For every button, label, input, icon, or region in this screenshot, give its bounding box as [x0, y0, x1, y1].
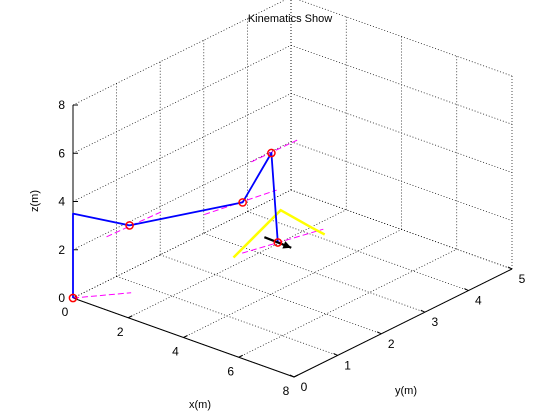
y-tick-mark-2 — [376, 331, 382, 335]
y-tick-mark-1 — [333, 352, 338, 356]
x-axis-label: x(m) — [189, 399, 211, 411]
grid-line-back-z — [290, 189, 513, 270]
joint-marker-4 — [273, 238, 283, 247]
y-tick-label-5: 5 — [519, 272, 526, 286]
grid-line-back-z — [290, 44, 513, 125]
y-tick-label-0: 0 — [301, 380, 308, 394]
grid-line-floor-y — [160, 254, 382, 335]
joint-marker-3 — [267, 148, 276, 158]
y-tick-mark-0 — [289, 374, 295, 378]
x-tick-mark-3 — [238, 354, 243, 358]
grid-line-back-z — [298, 0, 513, 77]
y-tick-label-4: 4 — [475, 294, 482, 308]
end-effector-arrow-head — [282, 241, 292, 249]
grid-line-floor-x — [128, 209, 347, 319]
y-tick-mark-4 — [464, 288, 469, 292]
y-tick-label-3: 3 — [431, 315, 438, 329]
z-tick-label-4: 8 — [58, 98, 65, 112]
y-axis-line — [293, 268, 513, 378]
axes — [72, 105, 513, 378]
gripper-outline — [232, 208, 326, 259]
grid-line-back-z — [290, 93, 513, 173]
x-tick-mark-1 — [128, 315, 133, 319]
z-axis-label: z(m) — [29, 190, 41, 212]
joint-marker-0 — [68, 293, 78, 303]
z-tick-label-3: 6 — [58, 146, 65, 160]
y-tick-label-2: 2 — [388, 337, 395, 351]
grid-line-floor-y — [116, 276, 338, 356]
grid-line-floor-y — [247, 211, 469, 291]
x-tick-label-3: 6 — [227, 364, 234, 378]
joint-marker-2 — [238, 198, 247, 207]
y-tick-label-1: 1 — [344, 358, 351, 372]
x-tick-label-2: 4 — [172, 345, 179, 359]
grid-line-floor-x — [183, 229, 402, 338]
joint-axis-4 — [242, 228, 324, 254]
chart-title: Kinematics Show — [248, 13, 332, 25]
z-tick-label-1: 2 — [58, 243, 65, 257]
y-tick-mark-5 — [507, 266, 513, 270]
x-tick-label-0: 0 — [62, 305, 69, 319]
grid-line-side-z — [72, 93, 292, 202]
chart-marks — [68, 139, 326, 303]
y-tick-mark-3 — [420, 309, 426, 313]
grid-line-side-z — [72, 189, 292, 299]
joint-marker-1 — [125, 221, 134, 230]
x-tick-label-4: 8 — [283, 384, 290, 398]
x-tick-mark-2 — [183, 335, 188, 338]
z-tick-label-2: 4 — [58, 195, 65, 209]
link-line-0 — [72, 152, 279, 298]
x-tick-mark-4 — [293, 374, 299, 378]
grid-line-back-z — [290, 141, 513, 222]
joint-axis-0 — [72, 292, 132, 299]
grid — [72, 0, 513, 378]
grid-line-floor-x — [238, 248, 457, 358]
grid-line-floor-y — [203, 232, 425, 313]
y-axis-label: y(m) — [395, 385, 417, 397]
z-tick-label-0: 0 — [58, 291, 65, 305]
grid-line-side-z — [72, 44, 292, 154]
x-tick-label-1: 2 — [117, 325, 124, 339]
